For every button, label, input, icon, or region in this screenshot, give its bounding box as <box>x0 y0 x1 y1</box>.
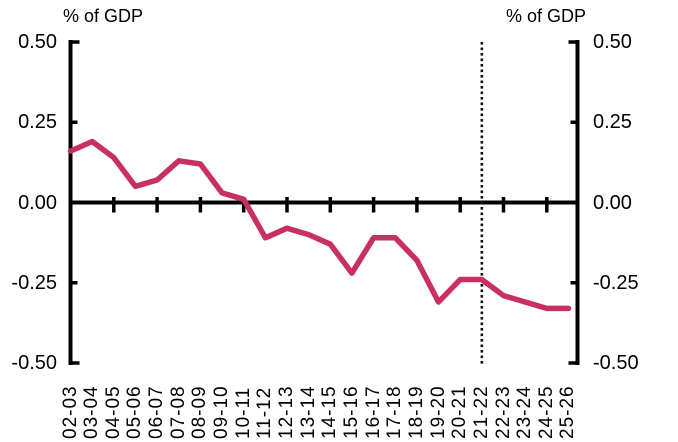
x-tick-label: 06-07 <box>146 385 168 439</box>
x-tick-label: 21-22 <box>470 385 492 439</box>
right-axis-unit-label: % of GDP <box>506 6 587 26</box>
x-tick-label: 10-11 <box>232 386 254 439</box>
y-tick-label-right: 0.00 <box>593 191 632 214</box>
y-tick-label-right: 0.25 <box>593 111 632 134</box>
x-tick-label: 08-09 <box>189 385 211 439</box>
x-tick-label: 15-16 <box>340 385 362 439</box>
left-axis-unit-label: % of GDP <box>63 6 144 26</box>
y-tick-label-right: -0.25 <box>593 271 639 294</box>
y-tick-label-left: -0.25 <box>11 271 57 294</box>
x-tick-label: 22-23 <box>492 385 514 439</box>
x-tick-label: 03-04 <box>81 385 103 439</box>
x-tick-label: 11-12 <box>254 386 276 439</box>
x-tick-label: 14-15 <box>319 385 341 439</box>
y-tick-label-left: 0.50 <box>18 31 57 53</box>
y-tick-label-left: 0.00 <box>18 191 57 214</box>
x-tick-label: 13-14 <box>297 385 319 439</box>
y-tick-label-right: 0.50 <box>593 31 632 53</box>
x-tick-label: 04-05 <box>102 385 124 439</box>
x-tick-label: 02-03 <box>59 385 81 439</box>
x-tick-label: 07-08 <box>167 385 189 439</box>
x-tick-label: 18-19 <box>405 385 427 439</box>
x-tick-label: 09-10 <box>211 385 233 439</box>
x-tick-label: 12-13 <box>276 385 297 439</box>
y-tick-label-left: 0.25 <box>18 111 57 134</box>
x-tick-label: 25-26 <box>557 385 579 439</box>
x-tick-label: 24-25 <box>535 385 557 439</box>
data-series-line <box>67 138 572 312</box>
x-tick-label: 23-24 <box>514 385 536 439</box>
x-tick-label: 19-20 <box>427 385 449 439</box>
x-tick-label: 20-21 <box>449 385 471 439</box>
y-tick-label-right: -0.50 <box>593 352 639 374</box>
y-tick-label-left: -0.50 <box>11 352 57 374</box>
x-tick-label: 05-06 <box>124 385 146 439</box>
x-tick-label: 17-18 <box>384 385 406 439</box>
x-tick-label: 16-17 <box>362 385 384 439</box>
